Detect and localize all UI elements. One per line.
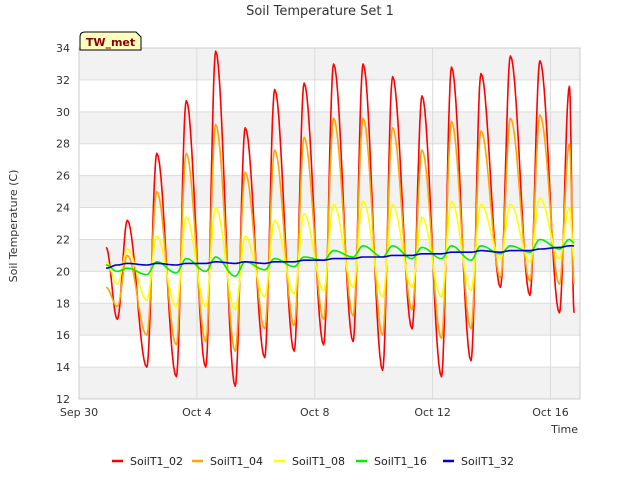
legend-label: SoilT1_08 [292,455,345,468]
legend-label: SoilT1_32 [461,455,514,468]
legend-item-soilt1_08: SoilT1_08 [274,455,345,468]
y-tick-labels: 12 14 16 18 20 22 24 26 28 30 32 34 [56,42,70,406]
x-tick-label: Oct 8 [300,406,330,419]
y-tick-label: 24 [56,202,70,215]
series-line-soilt1_08 [105,197,575,311]
y-tick-label: 32 [56,74,70,87]
site-badge-label: TW_met [86,36,135,49]
y-tick-label: 26 [56,170,70,183]
y-tick-label: 28 [56,138,70,151]
site-badge: TW_met [79,31,142,51]
plot-frame [78,47,581,400]
legend: SoilT1_02 SoilT1_04 SoilT1_08 SoilT1_16 Soil… [112,455,514,468]
legend-item-soilt1_02: SoilT1_02 [112,455,183,468]
legend-item-soilt1_04: SoilT1_04 [192,455,263,468]
x-tick-label: Oct 16 [532,406,569,419]
shaded-band [79,48,580,80]
y-tick-label: 34 [56,42,70,55]
legend-label: SoilT1_02 [130,455,183,468]
x-axis-label: Time [550,423,578,436]
y-tick-label: 16 [56,329,70,342]
site-badge-box [79,31,142,51]
y-tick-label: 30 [56,106,70,119]
series-line-soilt1_32 [106,245,575,269]
series-lines [105,50,575,388]
y-tick-label: 18 [56,297,70,310]
shaded-band [79,303,580,336]
y-tick-label: 20 [56,265,70,278]
chart-title: Soil Temperature Set 1 [246,4,394,19]
y-tick-label: 14 [56,361,70,374]
legend-label: SoilT1_04 [210,455,263,468]
series-line-soilt1_04 [105,114,575,352]
x-tick-label: Oct 4 [182,406,212,419]
x-tick-label: Oct 12 [414,406,451,419]
legend-item-soilt1_32: SoilT1_32 [443,455,514,468]
y-axis-label: Soil Temperature (C) [7,170,20,283]
legend-item-soilt1_16: SoilT1_16 [356,455,427,468]
y-tick-label: 12 [56,393,70,406]
y-tick-label: 22 [56,233,70,246]
shaded-band [79,367,580,399]
series-line-soilt1_16 [106,238,575,277]
x-tick-label: Sep 30 [60,406,98,419]
x-tick-labels: Sep 30 Oct 4 Oct 8 Oct 12 Oct 16 [60,406,569,419]
legend-label: SoilT1_16 [374,455,427,468]
